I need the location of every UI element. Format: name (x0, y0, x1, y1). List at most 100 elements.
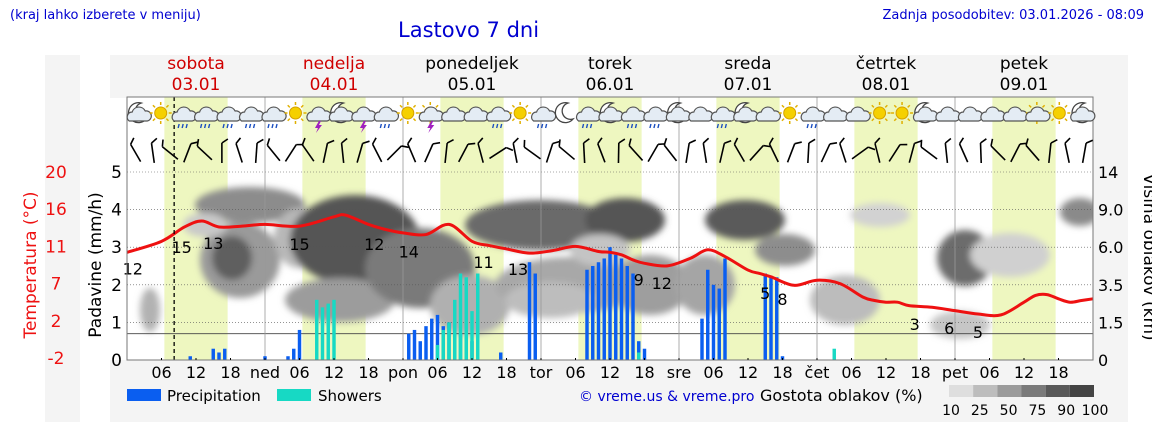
wind-barb-feather (301, 137, 306, 146)
temperature-line (126, 213, 1094, 318)
precipitation-bar (706, 269, 710, 360)
precipitation-bar (711, 284, 716, 360)
wind-barb-feather (221, 138, 229, 144)
temperature-label: 3 (910, 315, 920, 334)
time-tick: čet (805, 363, 830, 382)
sun-ray (871, 118, 875, 122)
wind-barb (749, 144, 771, 161)
wind-barb-feather (401, 145, 409, 149)
showers-bar (637, 352, 641, 360)
wind-barb-shaft (183, 143, 192, 163)
wind-barb-shaft (1081, 143, 1087, 163)
day-date: 03.01 (172, 75, 221, 95)
rain-drop (275, 123, 278, 129)
wind-barb-feather (129, 137, 135, 145)
precipitation-bar (642, 348, 647, 360)
temperature-tick: 2 (51, 312, 62, 332)
sun-ray (525, 104, 529, 108)
wind-barb (523, 139, 541, 160)
showers-bar (315, 299, 319, 360)
wind-barb-shaft (356, 143, 364, 163)
sun-ray (794, 104, 799, 108)
moon-shape (554, 101, 575, 124)
cloud-height-axis-title: Višina oblakov (km) (1139, 173, 1152, 340)
wind-barb-feather (505, 146, 514, 152)
sun-ray (893, 118, 897, 122)
sun-ray (287, 104, 291, 108)
day-name: četrtek (856, 54, 917, 74)
rain-drop (387, 123, 391, 129)
rain-drop (626, 123, 630, 129)
wind-barb-feather (900, 143, 908, 146)
wind-barb (733, 137, 746, 163)
left-axis-panel (45, 55, 80, 422)
wind-barb-feather (628, 138, 632, 146)
cloud-shape (845, 106, 871, 122)
legend-showers-swatch (277, 389, 311, 401)
wind-barb-shaft (150, 142, 156, 164)
day-date: 05.01 (448, 75, 497, 95)
sun-ray (511, 118, 516, 122)
temperature-label: 13 (508, 260, 528, 279)
day-date: 04.01 (310, 75, 359, 95)
wind-barb-feather (839, 137, 845, 144)
temperature-label: 12 (123, 259, 143, 278)
wind-barb-feather (980, 138, 987, 144)
wind-barb-shaft (1010, 143, 1021, 163)
wind-barb-shaft (254, 142, 258, 164)
temperature-label: 9 (634, 271, 644, 290)
temperature-label: 13 (203, 234, 223, 253)
wind-barb-feather (558, 139, 561, 147)
sun-icon (868, 102, 891, 124)
wind-barb-feather (467, 142, 476, 145)
sun-ray (300, 104, 304, 108)
wind-barb-feather (327, 139, 335, 144)
precipitation-bar (614, 254, 618, 360)
wind-barbs-row (129, 137, 1094, 164)
day-name: petek (1000, 54, 1048, 74)
precipitation-bar (763, 273, 767, 360)
sun-ray (511, 104, 516, 108)
wind-barb (150, 137, 158, 164)
sun-disc (288, 106, 302, 120)
temperature-label: 6 (944, 319, 954, 338)
moon-cloud-icon (733, 101, 759, 124)
precipitation-tick: 0 (111, 351, 122, 371)
wind-barb-feather (432, 141, 441, 145)
wind-barb-feather (944, 137, 952, 144)
rain-drop (581, 123, 585, 129)
top-panel (110, 55, 1128, 98)
sun-disc (1052, 106, 1066, 120)
wind-barb (702, 137, 710, 164)
day-name: ponedeljek (425, 54, 519, 74)
wind-barb-feather (371, 137, 377, 145)
wind-barb (301, 137, 315, 162)
daylight-band (992, 97, 1056, 360)
temperature-tick: 7 (51, 275, 62, 295)
wind-barb (958, 137, 969, 163)
sun-disc (154, 106, 168, 120)
wind-barb-feather (1064, 137, 1071, 144)
temperature-label: 5 (760, 284, 770, 303)
wind-barb-shaft (768, 143, 779, 163)
location-note[interactable]: (kraj lahko izberete v meniju) (10, 8, 201, 23)
wind-barb-shaft (874, 143, 881, 163)
copyright-link[interactable]: © vreme.us & vreme.pro (579, 389, 754, 405)
sun-disc (895, 106, 909, 120)
rain-drop (267, 123, 270, 129)
cloud-rain-icon (194, 106, 220, 129)
wind-barb-shaft (371, 143, 383, 163)
density-tick: 10 (942, 403, 960, 419)
cloud-rain-icon (261, 106, 287, 129)
wind-barb-shaft (1048, 142, 1052, 164)
wind-barb (221, 138, 229, 163)
wind-barb-shaft (444, 142, 448, 164)
wind-barb-shaft (129, 143, 142, 163)
wind-barb-feather (446, 138, 454, 144)
wind-barb-shaft (322, 143, 329, 163)
temperature-tick: 11 (45, 237, 67, 257)
wind-barb (1048, 138, 1058, 164)
last-update: Zadnja posodobitev: 03.01.2026 - 08:09 (882, 8, 1144, 23)
wind-barb-feather (552, 140, 560, 145)
time-tick: tor (530, 363, 553, 382)
